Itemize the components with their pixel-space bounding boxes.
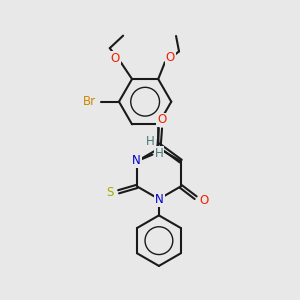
Text: S: S [106,186,114,200]
Text: N: N [132,154,141,167]
Text: N: N [155,193,164,206]
Text: H: H [155,147,164,160]
Text: O: O [110,52,120,65]
Text: O: O [200,194,208,207]
Text: O: O [157,113,167,127]
Text: O: O [166,51,175,64]
Text: H: H [146,135,154,148]
Text: Br: Br [83,95,96,108]
